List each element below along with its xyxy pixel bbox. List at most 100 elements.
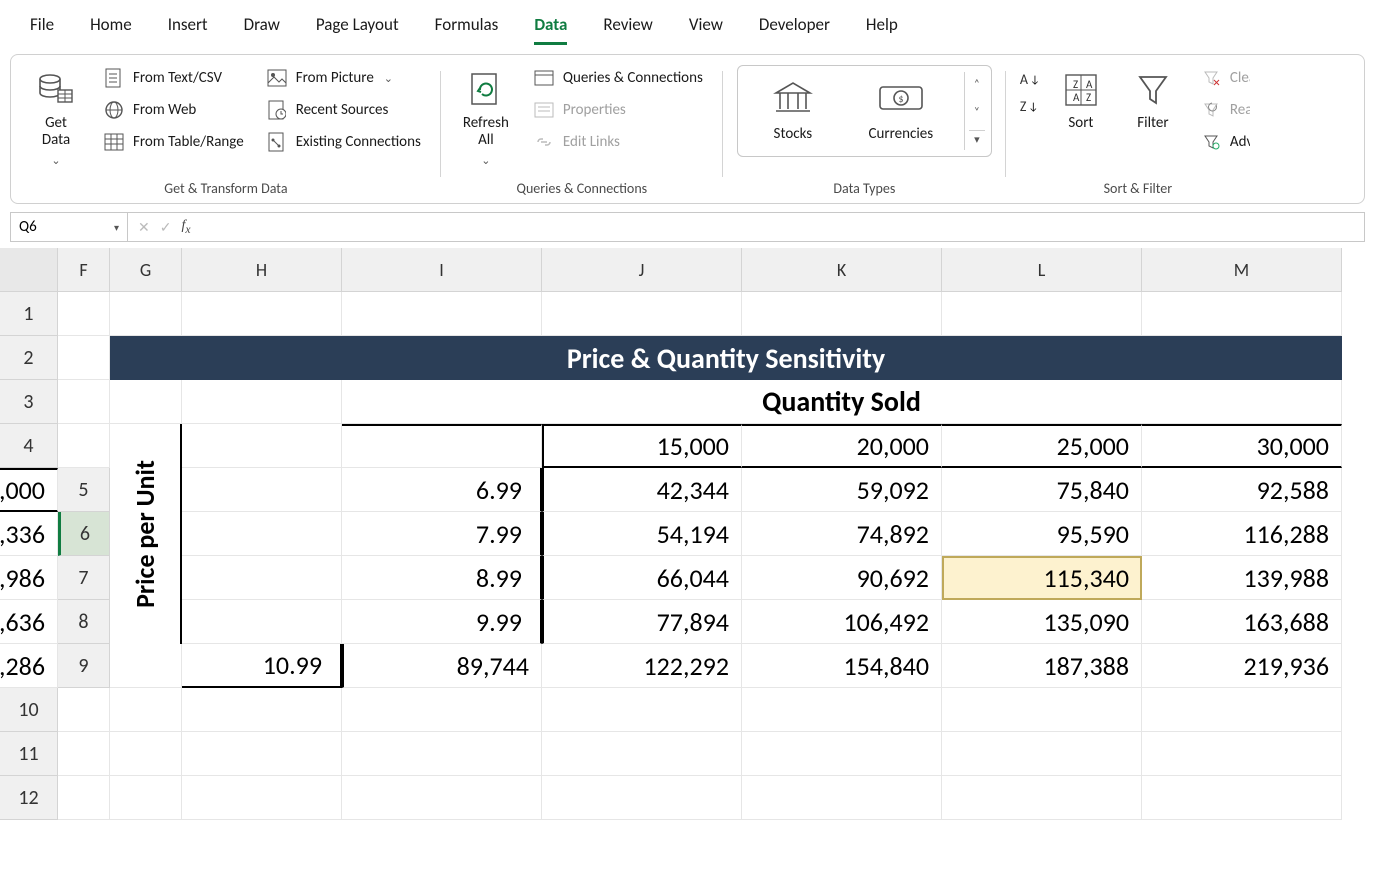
cell-J10[interactable] bbox=[542, 688, 742, 732]
data-3-4[interactable]: 192,286 bbox=[0, 644, 58, 688]
price-head-1[interactable]: 7.99 bbox=[342, 512, 542, 556]
cell-I11[interactable] bbox=[342, 732, 542, 776]
col-head-L[interactable]: L bbox=[942, 248, 1142, 292]
qty-head-4[interactable]: 35,000 bbox=[0, 468, 58, 512]
cell-H4[interactable] bbox=[342, 424, 542, 468]
spreadsheet-grid[interactable]: F G H I J K L M 1 2 Price & Quantity Sen… bbox=[0, 248, 1375, 820]
cell-G3[interactable] bbox=[110, 380, 182, 424]
gallery-more-button[interactable]: ▾ bbox=[969, 130, 985, 148]
cell-H3[interactable] bbox=[182, 380, 342, 424]
cell-F12[interactable] bbox=[58, 776, 110, 820]
menu-insert[interactable]: Insert bbox=[150, 8, 226, 41]
col-head-H[interactable]: H bbox=[182, 248, 342, 292]
row-head-5[interactable]: 5 bbox=[58, 468, 110, 512]
cell-F11[interactable] bbox=[58, 732, 110, 776]
formula-input[interactable] bbox=[201, 212, 1365, 242]
cell-J1[interactable] bbox=[542, 292, 742, 336]
cell-F10[interactable] bbox=[58, 688, 110, 732]
cell-F3[interactable] bbox=[58, 380, 110, 424]
cell-F7[interactable] bbox=[182, 556, 342, 600]
menu-view[interactable]: View bbox=[671, 8, 741, 41]
data-2-2[interactable]: 115,340 bbox=[942, 556, 1142, 600]
existing-connections-button[interactable]: Existing Connections bbox=[260, 129, 427, 155]
row-head-12[interactable]: 12 bbox=[0, 776, 58, 820]
col-head-F[interactable]: F bbox=[58, 248, 110, 292]
menu-help[interactable]: Help bbox=[848, 8, 916, 41]
cell-F6[interactable] bbox=[182, 512, 342, 556]
data-1-0[interactable]: 54,194 bbox=[542, 512, 742, 556]
cell-L10[interactable] bbox=[942, 688, 1142, 732]
cell-H1[interactable] bbox=[182, 292, 342, 336]
data-2-4[interactable]: 164,636 bbox=[0, 600, 58, 644]
qty-head-1[interactable]: 20,000 bbox=[742, 424, 942, 468]
data-3-3[interactable]: 163,688 bbox=[1142, 600, 1342, 644]
menu-data[interactable]: Data bbox=[516, 8, 585, 41]
cell-M12[interactable] bbox=[1142, 776, 1342, 820]
data-2-0[interactable]: 66,044 bbox=[542, 556, 742, 600]
name-box[interactable]: Q6 ▾ bbox=[10, 212, 128, 242]
col-head-I[interactable]: I bbox=[342, 248, 542, 292]
cell-G12[interactable] bbox=[110, 776, 182, 820]
sort-desc-button[interactable]: Z ↓ bbox=[1020, 98, 1040, 115]
cell-K10[interactable] bbox=[742, 688, 942, 732]
col-head-K[interactable]: K bbox=[742, 248, 942, 292]
data-0-1[interactable]: 59,092 bbox=[742, 468, 942, 512]
from-picture-button[interactable]: From Picture ⌄ bbox=[260, 65, 427, 91]
data-1-4[interactable]: 136,986 bbox=[0, 556, 58, 600]
row-head-1[interactable]: 1 bbox=[0, 292, 58, 336]
cell-G11[interactable] bbox=[110, 732, 182, 776]
cell-K1[interactable] bbox=[742, 292, 942, 336]
menu-home[interactable]: Home bbox=[72, 8, 150, 41]
cancel-formula-button[interactable]: ✕ bbox=[138, 219, 150, 236]
cell-M11[interactable] bbox=[1142, 732, 1342, 776]
refresh-all-button[interactable]: Refresh All ⌄ bbox=[455, 65, 517, 171]
cell-G1[interactable] bbox=[110, 292, 182, 336]
cell-H10[interactable] bbox=[182, 688, 342, 732]
cell-F9[interactable] bbox=[110, 644, 182, 688]
cell-K12[interactable] bbox=[742, 776, 942, 820]
menu-file[interactable]: File bbox=[12, 8, 72, 41]
row-head-8[interactable]: 8 bbox=[58, 600, 110, 644]
data-2-1[interactable]: 90,692 bbox=[742, 556, 942, 600]
data-4-1[interactable]: 122,292 bbox=[542, 644, 742, 688]
cell-M1[interactable] bbox=[1142, 292, 1342, 336]
stocks-button[interactable]: Stocks bbox=[748, 72, 838, 150]
data-0-0[interactable]: 42,344 bbox=[542, 468, 742, 512]
row-head-7[interactable]: 7 bbox=[58, 556, 110, 600]
cell-K11[interactable] bbox=[742, 732, 942, 776]
from-web-button[interactable]: From Web bbox=[97, 97, 250, 123]
cell-J11[interactable] bbox=[542, 732, 742, 776]
price-head-0[interactable]: 6.99 bbox=[342, 468, 542, 512]
cell-I10[interactable] bbox=[342, 688, 542, 732]
col-head-J[interactable]: J bbox=[542, 248, 742, 292]
data-4-0[interactable]: 89,744 bbox=[342, 644, 542, 688]
from-table-range-button[interactable]: From Table/Range bbox=[97, 129, 250, 155]
properties-button[interactable]: Properties bbox=[527, 97, 709, 123]
menu-review[interactable]: Review bbox=[585, 8, 670, 41]
fx-icon[interactable]: fx bbox=[181, 218, 190, 236]
clear-filter-button[interactable]: Clear bbox=[1194, 65, 1256, 91]
cell-M10[interactable] bbox=[1142, 688, 1342, 732]
cell-G10[interactable] bbox=[110, 688, 182, 732]
col-head-G[interactable]: G bbox=[110, 248, 182, 292]
col-head-M[interactable]: M bbox=[1142, 248, 1342, 292]
qty-head-3[interactable]: 30,000 bbox=[1142, 424, 1342, 468]
cell-J12[interactable] bbox=[542, 776, 742, 820]
cell-F4[interactable] bbox=[58, 424, 110, 468]
sort-button[interactable]: ZAAZ Sort bbox=[1050, 65, 1112, 136]
gallery-up-button[interactable]: ˄ bbox=[969, 74, 985, 92]
row-head-4[interactable]: 4 bbox=[0, 424, 58, 468]
sort-asc-button[interactable]: A ↓ bbox=[1020, 71, 1040, 88]
table-title[interactable]: Price & Quantity Sensitivity bbox=[110, 336, 1342, 380]
row-head-9[interactable]: 9 bbox=[58, 644, 110, 688]
price-per-unit-label[interactable]: Price per Unit bbox=[110, 424, 182, 644]
cell-L11[interactable] bbox=[942, 732, 1142, 776]
cell-F8[interactable] bbox=[182, 600, 342, 644]
menu-developer[interactable]: Developer bbox=[741, 8, 848, 41]
menu-page-layout[interactable]: Page Layout bbox=[298, 8, 417, 41]
get-data-button[interactable]: Get Data ⌄ bbox=[25, 65, 87, 171]
row-head-6[interactable]: 6 bbox=[58, 512, 110, 556]
filter-button[interactable]: Filter bbox=[1122, 65, 1184, 136]
data-3-0[interactable]: 77,894 bbox=[542, 600, 742, 644]
reapply-button[interactable]: Reapply bbox=[1194, 97, 1256, 123]
